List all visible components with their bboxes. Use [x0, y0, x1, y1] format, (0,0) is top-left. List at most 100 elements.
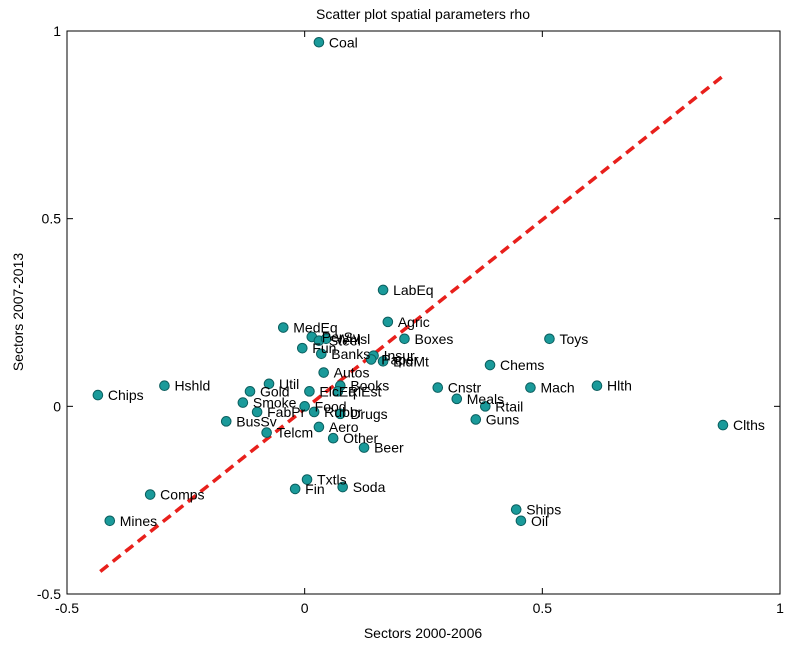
data-point	[335, 408, 346, 420]
point-label: Comps	[160, 487, 204, 503]
point-label: Mines	[120, 513, 157, 529]
y-tick-label: 0	[53, 398, 61, 414]
point-label: Txtls	[317, 472, 347, 488]
chart-title: Scatter plot spatial parameters rho	[316, 6, 530, 22]
point-label: Coal	[329, 34, 358, 50]
data-point	[320, 333, 332, 345]
data-point	[304, 386, 315, 397]
data-point	[432, 382, 444, 393]
points-layer	[92, 36, 729, 527]
reference-line-layer	[99, 74, 725, 573]
x-tick-label: 0.5	[533, 600, 553, 616]
data-point	[470, 414, 482, 425]
data-point	[399, 333, 410, 345]
point-label: Drugs	[350, 406, 387, 422]
data-point	[301, 474, 313, 485]
data-point	[451, 393, 463, 405]
data-point	[318, 367, 329, 378]
data-point	[365, 354, 377, 365]
point-label: Smoke	[253, 395, 297, 411]
x-tick-label: -0.5	[55, 600, 79, 616]
x-tick-label: 1	[776, 600, 784, 616]
data-point	[313, 421, 325, 433]
data-point	[92, 389, 104, 401]
point-label: Beer	[374, 440, 404, 456]
data-point	[263, 378, 275, 390]
point-label: LabEq	[393, 282, 433, 298]
data-point	[316, 348, 327, 360]
data-point	[377, 355, 389, 367]
point-label: Guns	[486, 411, 519, 427]
data-point	[251, 406, 263, 418]
point-label: Cnstr	[448, 380, 482, 396]
data-point	[159, 380, 170, 391]
data-point	[244, 386, 256, 397]
point-label: Rubbr	[324, 404, 362, 420]
point-label: Oil	[531, 513, 548, 529]
data-point	[313, 36, 325, 48]
point-label: Gold	[260, 383, 290, 399]
data-point	[717, 419, 729, 431]
point-label: Util	[279, 376, 299, 392]
point-label: BusSv	[236, 413, 276, 429]
point-label: Hshld	[174, 378, 210, 394]
point-label: Chems	[500, 357, 544, 373]
y-tick-label: 1	[53, 23, 61, 39]
point-label: Agric	[398, 314, 430, 330]
point-label: Mach	[540, 380, 574, 396]
point-label: Banks	[331, 346, 370, 362]
data-point	[237, 397, 249, 408]
point-label: Meals	[467, 391, 504, 407]
y-axis-label: Sectors 2007-2013	[10, 253, 26, 372]
point-label: Paper	[381, 351, 419, 367]
data-point	[337, 481, 348, 493]
point-label: ElcEq	[319, 383, 356, 399]
plot-frame	[66, 30, 781, 595]
point-label: Other	[343, 430, 378, 446]
point-label: Clths	[733, 417, 765, 433]
point-label: Steel	[329, 333, 361, 349]
data-point	[327, 432, 339, 444]
data-point	[104, 515, 116, 527]
point-label: Chips	[108, 387, 144, 403]
data-point	[261, 427, 272, 438]
ticks-layer: -0.5 0 0.5 1 -0.5 0 0.5 1	[37, 23, 784, 616]
point-label: Fin	[305, 481, 324, 497]
point-label: RlEst	[348, 383, 382, 399]
data-point	[289, 483, 301, 495]
data-point	[525, 382, 536, 393]
data-point	[515, 515, 527, 527]
plot-background	[67, 31, 780, 594]
point-label: Food	[315, 398, 347, 414]
point-label: Ships	[526, 502, 561, 518]
point-label: Aero	[329, 419, 359, 435]
data-point	[591, 380, 603, 391]
point-label: Books	[350, 378, 389, 394]
data-point	[332, 386, 344, 397]
point-label: Rtail	[495, 398, 523, 414]
y-tick-label: -0.5	[37, 586, 61, 602]
data-point	[510, 504, 522, 515]
data-point	[299, 401, 310, 412]
data-point	[479, 401, 491, 412]
point-label: MedEq	[293, 320, 337, 336]
point-label: Insur	[384, 348, 415, 364]
data-point	[382, 316, 394, 328]
point-label: Fun	[312, 340, 336, 356]
point-label: Toys	[559, 331, 588, 347]
data-point	[144, 489, 156, 500]
point-label: Soda	[353, 479, 386, 495]
data-point	[296, 342, 308, 354]
y-tick-label: 0.5	[42, 211, 62, 227]
point-label: FabPr	[267, 404, 305, 420]
point-label: PerSv	[322, 329, 360, 345]
point-label: Autos	[334, 365, 370, 381]
reference-line	[99, 74, 725, 573]
point-label: Whlsl	[336, 331, 370, 347]
point-label: BldMt	[393, 353, 429, 369]
data-point	[544, 333, 555, 345]
data-point	[308, 406, 320, 418]
data-point	[220, 416, 232, 427]
